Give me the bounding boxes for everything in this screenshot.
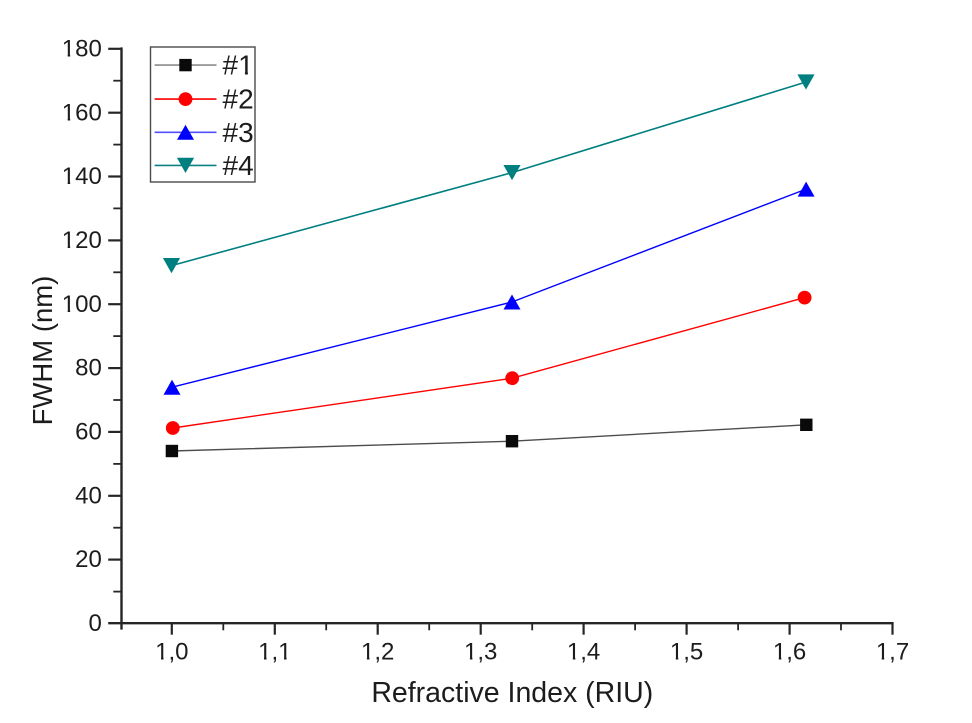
svg-text:180: 180	[62, 35, 102, 62]
svg-text:#1: #1	[223, 50, 254, 81]
svg-text:1,2: 1,2	[361, 638, 394, 665]
svg-text:#4: #4	[223, 150, 254, 181]
svg-text:FWHM (nm): FWHM (nm)	[27, 276, 58, 426]
svg-text:160: 160	[62, 99, 102, 126]
svg-text:20: 20	[75, 546, 102, 573]
svg-text:1,3: 1,3	[464, 638, 497, 665]
svg-text:1,4: 1,4	[567, 638, 600, 665]
svg-text:1,0: 1,0	[155, 638, 188, 665]
svg-text:140: 140	[62, 163, 102, 190]
svg-text:1,6: 1,6	[773, 638, 806, 665]
svg-text:1,7: 1,7	[876, 638, 909, 665]
svg-text:0: 0	[88, 610, 101, 637]
svg-text:#2: #2	[223, 84, 254, 115]
svg-text:Refractive Index (RIU): Refractive Index (RIU)	[371, 677, 653, 709]
svg-text:60: 60	[75, 419, 102, 446]
svg-text:120: 120	[62, 227, 102, 254]
svg-text:1,1: 1,1	[258, 638, 291, 665]
svg-text:1,5: 1,5	[670, 638, 703, 665]
svg-text:100: 100	[62, 291, 102, 318]
svg-text:80: 80	[75, 355, 102, 382]
svg-text:40: 40	[75, 482, 102, 509]
svg-text:#3: #3	[223, 117, 254, 148]
